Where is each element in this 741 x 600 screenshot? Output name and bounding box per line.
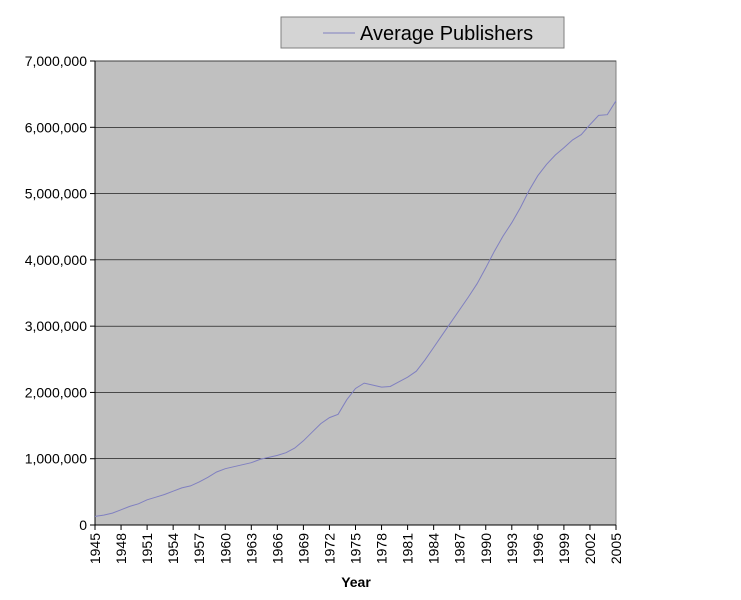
- y-tick-label: 7,000,000: [25, 53, 87, 69]
- x-tick-label: 1960: [217, 533, 233, 564]
- x-axis-title: Year: [341, 574, 371, 590]
- y-tick-label: 6,000,000: [25, 119, 87, 135]
- legend-label: Average Publishers: [360, 23, 533, 45]
- series-layer: [94, 100, 617, 517]
- x-tick-label: 1972: [321, 533, 337, 564]
- x-tick-label: 1969: [295, 533, 311, 564]
- x-tick-label: 1996: [530, 533, 546, 564]
- y-tick-label: 2,000,000: [25, 384, 87, 400]
- y-tick-label: 4,000,000: [25, 252, 87, 268]
- gridlines: [95, 60, 616, 460]
- plot-area: [94, 60, 617, 526]
- x-tick-label: 1981: [400, 533, 416, 564]
- x-tick-label: 1975: [348, 533, 364, 564]
- x-tick-label: 1966: [269, 533, 285, 564]
- x-tick-label: 1951: [139, 533, 155, 564]
- legend: Average Publishers: [280, 16, 565, 49]
- y-axis: 0 1,000,000 2,000,000 3,000,000 4,000,000 5,0…: [25, 53, 96, 533]
- x-tick-label: 1954: [165, 533, 181, 564]
- x-tick-label: 2005: [608, 533, 624, 564]
- x-tick-label: 1984: [426, 533, 442, 564]
- x-tick-label: 1990: [478, 533, 494, 564]
- x-axis: 1945 1948 1951 1954 1957 1960 1963 1966 1969 1972…: [87, 524, 624, 564]
- x-tick-label: 1963: [243, 533, 259, 564]
- y-tick-label: 1,000,000: [25, 451, 87, 467]
- x-tick-label: 1987: [452, 533, 468, 564]
- series-line-0: [94, 100, 617, 517]
- x-tick-label: 1945: [87, 533, 103, 564]
- x-tick-label: 1978: [374, 533, 390, 564]
- x-tick-label: 1957: [191, 533, 207, 564]
- x-tick-label: 1993: [504, 533, 520, 564]
- x-tick-label: 2002: [582, 533, 598, 564]
- y-tick-label: 5,000,000: [25, 186, 87, 202]
- y-tick-label: 0: [79, 517, 87, 533]
- x-tick-label: 1999: [556, 533, 572, 564]
- x-tick-label: 1948: [113, 533, 129, 564]
- y-tick-label: 3,000,000: [25, 318, 87, 334]
